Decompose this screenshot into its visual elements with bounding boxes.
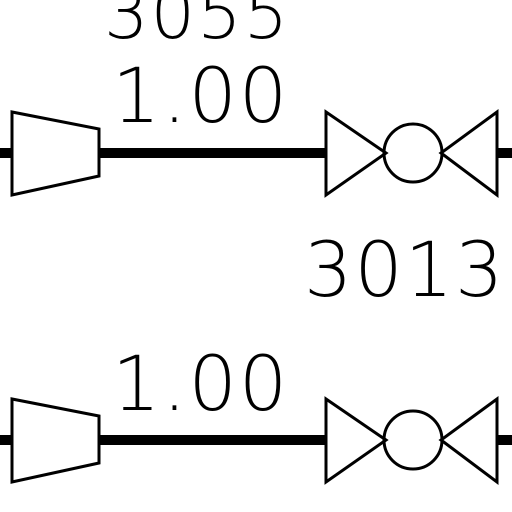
top-gate-valve-icon — [324, 109, 499, 198]
top-reducer-icon — [10, 110, 101, 197]
bottom-reducer-icon — [10, 397, 101, 484]
bottom-pipe-run — [0, 396, 512, 485]
top-tag-label: 3055 — [104, 0, 290, 55]
bottom-value-label: 1.00 — [112, 339, 289, 428]
bottom-gate-valve-icon — [324, 396, 499, 485]
top-pipe-run — [0, 109, 512, 198]
bottom-tag-label: 3013 — [304, 225, 505, 314]
top-value-label: 1.00 — [112, 51, 289, 140]
